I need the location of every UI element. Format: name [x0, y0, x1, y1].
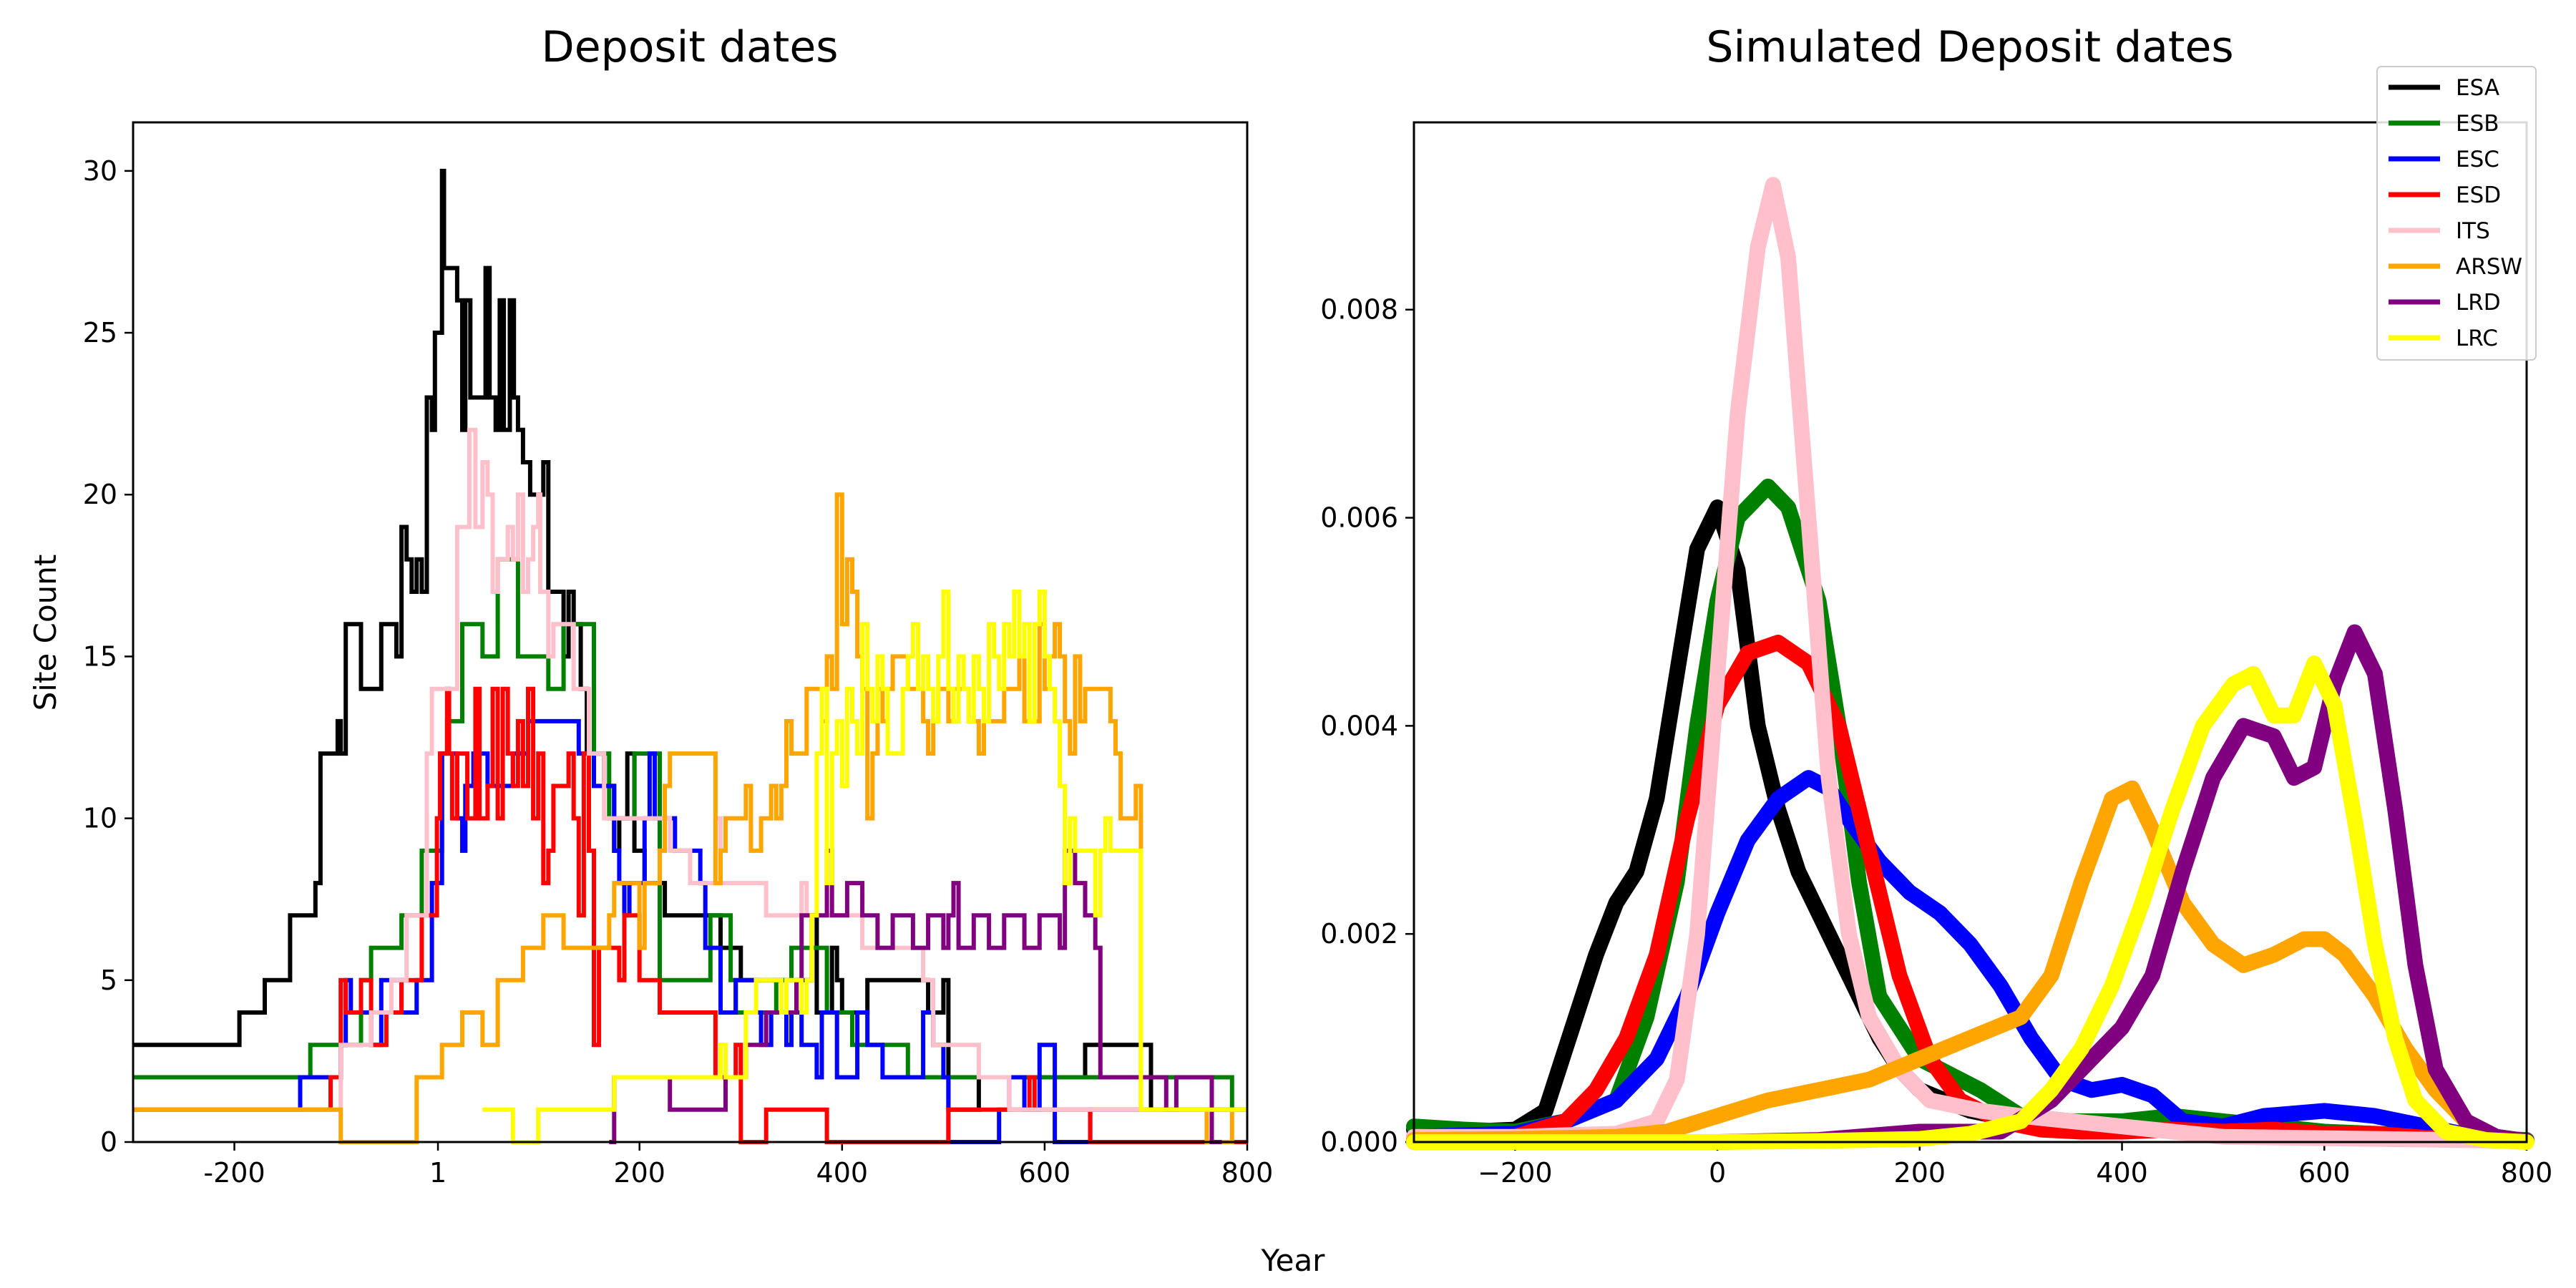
- left-x-tick-label: 1: [429, 1157, 447, 1189]
- legend-label-its: ITS: [2456, 218, 2490, 244]
- right-x-tick-label: 600: [2298, 1157, 2351, 1189]
- right-series-lrc: [1406, 655, 2534, 1150]
- legend-label-esb: ESB: [2456, 111, 2499, 137]
- left-y-tick-label: 10: [83, 803, 117, 834]
- left-series-esa: [133, 168, 1247, 1112]
- right-plot-frame: [1413, 121, 2528, 1143]
- right-x-tick-label: 200: [1894, 1157, 1946, 1189]
- left-y-tick-label: 0: [100, 1126, 117, 1158]
- legend-box: [2376, 66, 2537, 361]
- left-chart-title: Deposit dates: [542, 22, 839, 72]
- legend-label-lrc: LRC: [2456, 326, 2498, 351]
- left-y-axis-label: Site Count: [28, 555, 63, 711]
- right-y-tick-label: 0.004: [1320, 710, 1398, 741]
- legend-label-arsw: ARSW: [2456, 254, 2522, 280]
- legend-items: ESA ESB ESC ESD ITS ARSW LRD LRC: [2389, 75, 2522, 351]
- right-series-its: [1406, 177, 2534, 1149]
- left-axis-ticks: -200 1 200 400 600 800 0 5 10 15 20 25 30: [83, 155, 1274, 1189]
- right-y-tick-label: 0.000: [1320, 1126, 1398, 1158]
- left-x-tick-label: 200: [613, 1157, 665, 1189]
- right-axis-ticks: −200 0 200 400 600 800 0.000 0.002 0.004 0.006 0.0…: [1320, 294, 2552, 1189]
- right-chart-title: Simulated Deposit dates: [1706, 22, 2233, 72]
- legend-label-esa: ESA: [2456, 75, 2499, 101]
- left-y-tick-label: 15: [83, 640, 117, 672]
- left-x-tick-label: 400: [816, 1157, 869, 1189]
- x-axis-label: Year: [1261, 1243, 1326, 1278]
- right-x-tick-label: 800: [2501, 1157, 2553, 1189]
- left-series-esd: [133, 686, 1247, 1144]
- right-y-tick-label: 0.002: [1320, 918, 1398, 950]
- right-y-tick-label: 0.006: [1320, 502, 1398, 534]
- left-series-arsw: [133, 492, 1247, 1144]
- right-series-group: [1406, 177, 2534, 1150]
- right-y-tick-label: 0.008: [1320, 294, 1398, 326]
- right-x-tick-label: 0: [1709, 1157, 1726, 1189]
- left-panel: Deposit dates Site Count -200 1 200 400 600 8…: [28, 22, 1273, 1189]
- legend-label-esc: ESC: [2456, 147, 2499, 172]
- left-y-tick-label: 5: [100, 965, 117, 996]
- right-panel: Simulated Deposit dates −200 0 200 400 600 80…: [1320, 22, 2552, 1189]
- legend-label-lrd: LRD: [2456, 290, 2501, 316]
- left-series-its: [133, 427, 1247, 1112]
- right-x-tick-label: 400: [2096, 1157, 2148, 1189]
- left-y-tick-label: 30: [83, 155, 117, 187]
- legend-label-esd: ESD: [2456, 182, 2501, 208]
- left-x-tick-label: 600: [1019, 1157, 1071, 1189]
- left-plot-frame: [132, 121, 1249, 1143]
- left-series-lrc: [482, 590, 1247, 1144]
- left-y-tick-label: 20: [83, 479, 117, 510]
- left-y-tick-label: 25: [83, 317, 117, 348]
- legend: ESA ESB ESC ESD ITS ARSW LRD LRC: [2376, 66, 2537, 361]
- left-x-tick-label: 800: [1221, 1157, 1274, 1189]
- left-series-group: [133, 168, 1247, 1144]
- right-x-tick-label: −200: [1478, 1157, 1552, 1189]
- left-x-tick-label: -200: [203, 1157, 265, 1189]
